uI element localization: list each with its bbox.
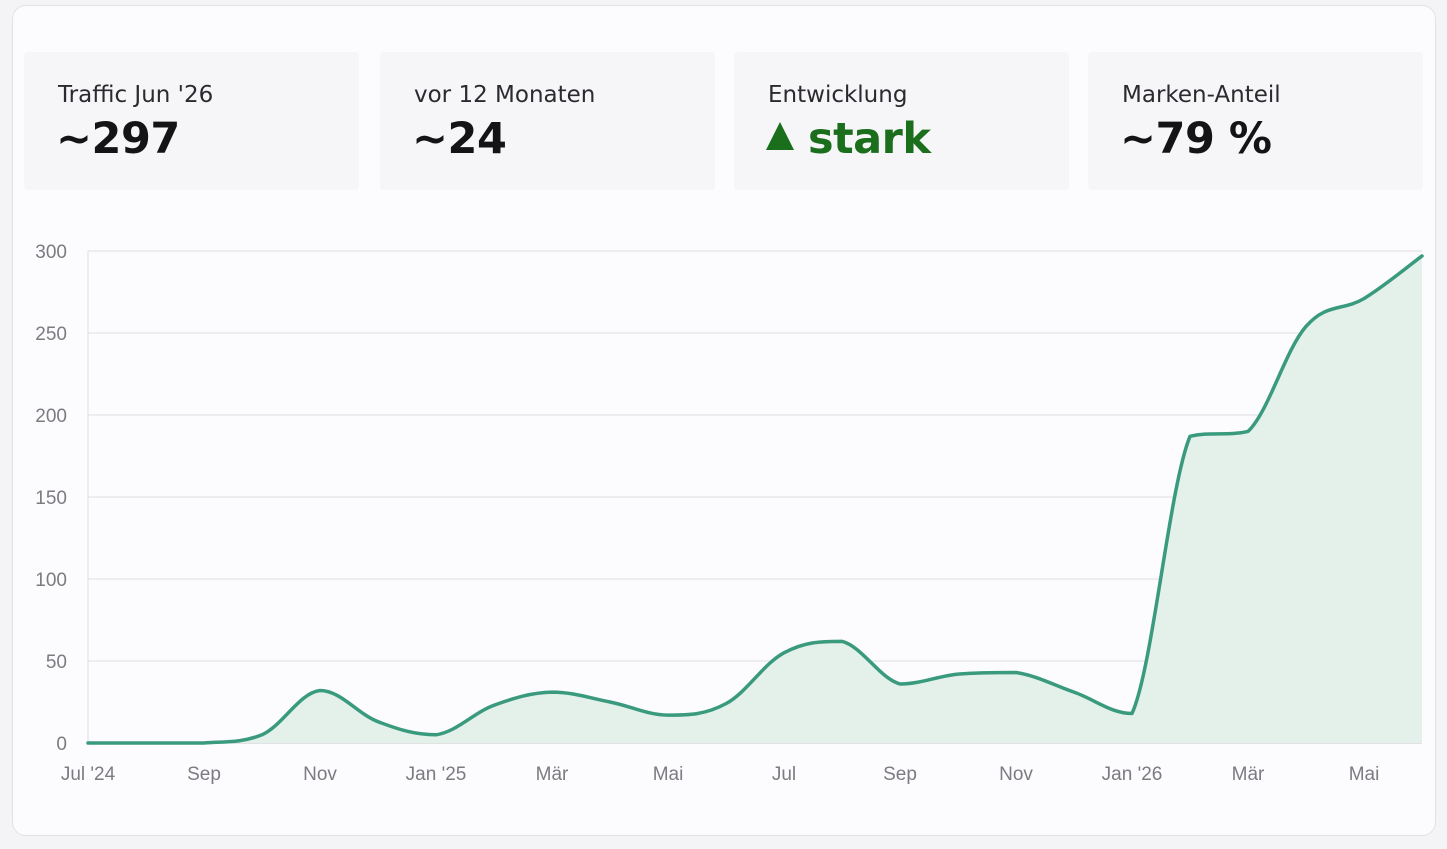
- y-tick-label: 0: [56, 734, 67, 755]
- kpi-trend: Entwicklung stark: [734, 52, 1069, 190]
- kpi-brand-share-label: Marken-Anteil: [1122, 82, 1281, 108]
- kpi-brand-share: Marken-Anteil ~79 %: [1088, 52, 1423, 190]
- kpi-previous-year-label: vor 12 Monaten: [414, 82, 596, 108]
- kpi-traffic-value: ~297: [56, 114, 180, 164]
- series-line: [86, 254, 1424, 745]
- x-tick-label: Jan '25: [406, 764, 467, 785]
- kpi-brand-share-value: ~79 %: [1120, 114, 1272, 164]
- x-tick-label: Mai: [653, 764, 684, 785]
- y-tick-label: 300: [35, 242, 67, 263]
- y-tick-label: 150: [35, 488, 67, 509]
- x-tick-label: Sep: [883, 764, 917, 785]
- kpi-trend-value-wrap: stark: [766, 114, 931, 164]
- x-tick-label: Nov: [999, 764, 1033, 785]
- x-tick-label: Sep: [187, 764, 221, 785]
- x-tick-label: Mär: [536, 764, 569, 785]
- series-area: [88, 255, 1422, 744]
- kpi-trend-label: Entwicklung: [768, 82, 908, 108]
- x-tick-label: Jul: [772, 764, 796, 785]
- x-tick-label: Jan '26: [1102, 764, 1163, 785]
- x-tick-label: Mär: [1232, 764, 1265, 785]
- kpi-traffic-label: Traffic Jun '26: [58, 82, 214, 108]
- kpi-previous-year-value: ~24: [412, 114, 507, 164]
- y-tick-label: 200: [35, 406, 67, 427]
- y-tick-label: 50: [46, 652, 67, 673]
- x-tick-label: Mai: [1349, 764, 1380, 785]
- x-tick-label: Nov: [303, 764, 337, 785]
- trend-up-icon: [766, 122, 794, 150]
- kpi-trend-value: stark: [808, 114, 931, 164]
- x-tick-label: Jul '24: [61, 764, 116, 785]
- y-tick-label: 100: [35, 570, 67, 591]
- kpi-previous-year: vor 12 Monaten ~24: [380, 52, 715, 190]
- kpi-traffic: Traffic Jun '26 ~297: [24, 52, 359, 190]
- y-tick-label: 250: [35, 324, 67, 345]
